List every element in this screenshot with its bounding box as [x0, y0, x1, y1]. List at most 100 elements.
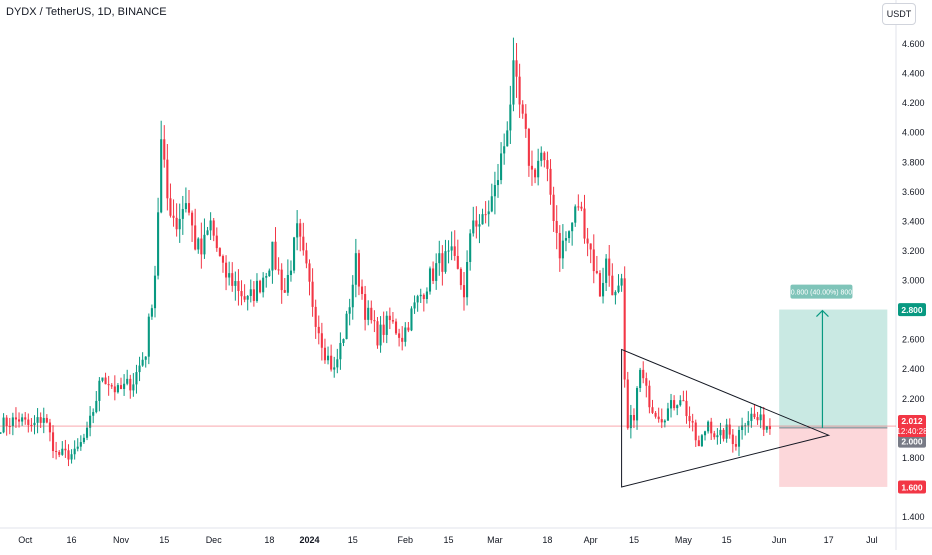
candle-body	[21, 417, 24, 422]
x-tick-label: 17	[824, 535, 834, 545]
candle-body	[231, 273, 234, 286]
candle-body	[435, 263, 438, 281]
candle-body	[215, 235, 218, 249]
candle-body	[530, 165, 534, 170]
candle-body	[410, 308, 413, 331]
candle-body	[635, 388, 639, 421]
candle-body	[404, 327, 407, 342]
candle-body	[169, 198, 172, 216]
candle-body	[768, 426, 771, 430]
candle-body	[707, 421, 710, 432]
x-tick-label: Nov	[113, 535, 130, 545]
candle-body	[447, 250, 450, 252]
candle-body	[326, 355, 330, 361]
candle-body	[685, 400, 688, 417]
candle-body	[444, 251, 447, 272]
candle-body	[398, 333, 401, 338]
candle-body	[385, 315, 388, 335]
candle-body	[67, 450, 70, 460]
candle-body	[734, 444, 737, 447]
candle-body	[184, 203, 187, 210]
x-tick-label: 15	[629, 535, 639, 545]
candle-body	[654, 412, 657, 417]
candle-body	[268, 270, 271, 277]
candle-body	[574, 206, 577, 223]
candle-body	[92, 412, 95, 416]
candle-body	[104, 377, 107, 385]
candle-body	[73, 448, 76, 455]
candle-body	[311, 281, 314, 307]
candle-body	[537, 160, 540, 178]
candle-body	[515, 60, 518, 77]
candle-body	[651, 407, 654, 413]
y-tick-label: 4.200	[902, 98, 925, 108]
candle-body	[691, 421, 694, 423]
position-info-text: 0.800 (40.00%) 800	[791, 290, 853, 297]
candle-body	[453, 246, 456, 256]
candle-body	[280, 269, 283, 291]
candle-body	[33, 422, 36, 426]
currency-button[interactable]: USDT	[882, 3, 916, 25]
candle-body	[543, 152, 546, 161]
candle-body	[373, 320, 376, 322]
candle-body	[98, 380, 101, 401]
y-tick-label: 4.000	[902, 128, 925, 138]
candle-body	[666, 408, 669, 421]
x-tick-label: Dec	[206, 535, 223, 545]
candle-body	[660, 419, 663, 423]
symmetrical-triangle	[621, 348, 831, 488]
candle-body	[394, 321, 398, 334]
candle-body	[518, 76, 521, 105]
candle-body	[475, 220, 478, 227]
candle-body	[228, 273, 231, 278]
candle-body	[123, 383, 126, 390]
candle-body	[225, 262, 228, 278]
position-info-box	[790, 284, 853, 299]
candle-body	[206, 230, 209, 235]
x-tick-label: Mar	[487, 535, 503, 545]
candle-body	[710, 421, 713, 434]
x-tick-label: Oct	[18, 535, 33, 545]
x-tick-label: 15	[722, 535, 732, 545]
candle-body	[697, 440, 700, 447]
candle-body	[673, 400, 676, 409]
candle-body	[8, 426, 11, 428]
candle-body	[413, 302, 416, 309]
candle-body	[175, 217, 178, 230]
candle-body	[456, 255, 459, 269]
candle-body	[147, 316, 150, 357]
y-tick-label: 2.400	[902, 364, 925, 374]
candle-body	[153, 275, 157, 309]
candle-body	[354, 253, 357, 285]
candle-body	[626, 379, 629, 429]
candle-body	[42, 417, 45, 423]
candle-body	[64, 448, 67, 451]
candle-body	[305, 250, 308, 264]
candle-body	[648, 385, 651, 408]
x-tick-label: 15	[159, 535, 169, 545]
candle-body	[679, 400, 682, 406]
candle-body	[113, 386, 116, 393]
candle-body	[367, 307, 370, 320]
y-tick-label: 4.600	[902, 39, 925, 49]
candle-body	[259, 280, 262, 293]
candle-body	[95, 400, 98, 413]
candle-body	[85, 427, 89, 438]
candle-body	[187, 203, 191, 213]
candle-body	[160, 139, 163, 213]
candle-body	[765, 426, 768, 430]
candle-body	[79, 442, 82, 447]
candle-body	[129, 378, 132, 391]
candle-body	[688, 416, 691, 422]
candle-body	[76, 446, 79, 449]
candle-body	[490, 196, 493, 212]
candle-body	[243, 296, 246, 300]
candle-body	[450, 246, 453, 251]
candle-body	[608, 258, 611, 276]
candle-body	[657, 416, 660, 420]
candle-body	[500, 153, 503, 181]
candle-body	[110, 385, 113, 387]
candle-body	[45, 417, 48, 423]
